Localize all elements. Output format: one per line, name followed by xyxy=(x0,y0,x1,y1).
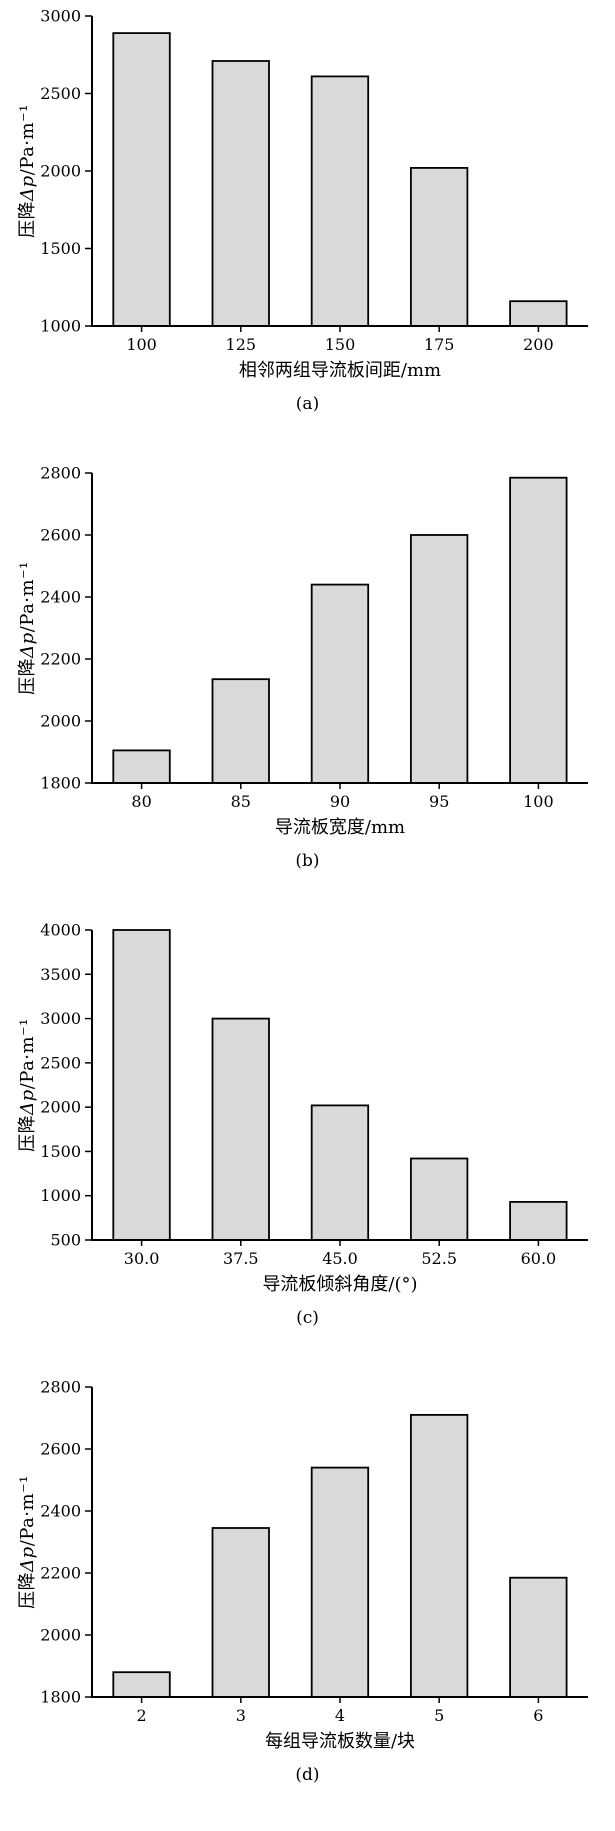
y-tick-label: 1800 xyxy=(40,1688,81,1707)
y-tick-label: 1500 xyxy=(40,239,81,258)
bar xyxy=(310,1104,370,1241)
y-axis-title: 压降Δp/Pa·m⁻¹ xyxy=(13,1475,39,1609)
bar xyxy=(211,60,270,328)
x-tick-label: 4 xyxy=(335,1706,345,1723)
y-axis-title-symbol: Δp xyxy=(17,632,38,658)
y-tick-label: 2400 xyxy=(40,588,81,607)
y-tick-label: 1000 xyxy=(40,317,81,336)
y-axis-title-symbol: Δp xyxy=(17,1089,38,1115)
y-tick-label: 1000 xyxy=(40,1186,81,1205)
x-tick-label: 200 xyxy=(523,335,554,352)
y-axis-title-symbol: Δp xyxy=(17,1546,38,1572)
x-tick-label: 100 xyxy=(523,792,554,809)
chart-panel-c: 30.0 37.5 45.0 52.5 60.0 500 1000 1500 2000 2500 3… xyxy=(0,914,615,1371)
plot-area-a: 100 125 150 175 200 1000 1500 2000 2500 3000 xyxy=(40,7,588,352)
bar xyxy=(211,1527,270,1698)
y-tick-label: 2200 xyxy=(40,1564,81,1583)
y-axis-title-text: 压降 xyxy=(17,657,38,695)
bar xyxy=(310,75,370,327)
chart-panel-a: 100 125 150 175 200 1000 1500 2000 2500 3000 压降Δp… xyxy=(0,0,615,457)
bar xyxy=(509,300,568,327)
x-tick-label: 150 xyxy=(325,335,356,352)
y-tick-label: 2000 xyxy=(40,1098,81,1117)
x-tick-label: 90 xyxy=(330,792,350,809)
panel-label-b: (b) xyxy=(295,851,320,871)
bar xyxy=(211,1017,270,1241)
x-tick-label: 100 xyxy=(126,335,157,352)
y-axis-title-text: 压降 xyxy=(17,1571,38,1609)
bar xyxy=(112,749,171,784)
y-tick-label: 2500 xyxy=(40,1053,81,1072)
y-tick-label: 2800 xyxy=(40,1378,81,1397)
x-axis-title: 导流板倾斜角度/(°) xyxy=(262,1274,418,1295)
chart-panel-b: 80 85 90 95 100 1800 2000 2200 2400 2600 2800 压降Δp… xyxy=(0,457,615,914)
x-axis-title: 每组导流板数量/块 xyxy=(264,1731,416,1752)
bar xyxy=(310,1466,370,1698)
y-tick-label: 3000 xyxy=(40,1009,81,1028)
y-axis-title: 压降Δp/Pa·m⁻¹ xyxy=(13,561,39,695)
x-tick-label: 52.5 xyxy=(421,1249,457,1266)
x-tick-label: 30.0 xyxy=(124,1249,160,1266)
bar xyxy=(409,1414,469,1698)
y-tick-label: 2400 xyxy=(40,1502,81,1521)
panel-label-d: (d) xyxy=(295,1765,320,1785)
plot-area-c: 30.0 37.5 45.0 52.5 60.0 500 1000 1500 2000 2500 3… xyxy=(40,921,588,1266)
y-axis-title-text: 压降 xyxy=(17,1114,38,1152)
x-tick-label: 60.0 xyxy=(521,1249,557,1266)
x-tick-label: 6 xyxy=(533,1706,543,1723)
y-tick-label: 4000 xyxy=(40,921,81,940)
bar xyxy=(211,678,270,784)
y-axis-title-symbol: Δp xyxy=(17,175,38,201)
x-tick-label: 175 xyxy=(424,335,455,352)
bar xyxy=(509,1200,568,1241)
x-tick-label: 85 xyxy=(231,792,251,809)
y-axis-title-text: 压降 xyxy=(17,200,38,238)
y-tick-label: 2600 xyxy=(40,1440,81,1459)
y-tick-label: 500 xyxy=(50,1231,81,1250)
x-axis-title: 导流板宽度/mm xyxy=(274,817,406,838)
bar xyxy=(112,32,171,327)
x-tick-label: 45.0 xyxy=(322,1249,358,1266)
x-tick-label: 80 xyxy=(131,792,151,809)
y-axis-title-units: /Pa·m⁻¹ xyxy=(17,104,38,176)
y-tick-label: 3500 xyxy=(40,965,81,984)
x-tick-label: 95 xyxy=(429,792,449,809)
y-tick-label: 2800 xyxy=(40,464,81,483)
x-tick-label: 5 xyxy=(434,1706,444,1723)
y-tick-label: 3000 xyxy=(40,7,81,26)
plot-area-d: 2 3 4 5 6 1800 2000 2200 2400 2600 2800 xyxy=(40,1378,588,1723)
y-tick-label: 2600 xyxy=(40,526,81,545)
y-tick-label: 1500 xyxy=(40,1142,81,1161)
bar xyxy=(409,1157,469,1241)
bar xyxy=(509,1576,568,1698)
x-tick-label: 125 xyxy=(226,335,257,352)
y-tick-label: 2000 xyxy=(40,712,81,731)
y-axis-title-units: /Pa·m⁻¹ xyxy=(17,561,38,633)
bar xyxy=(409,166,469,327)
bar xyxy=(112,929,171,1241)
y-axis-title-units: /Pa·m⁻¹ xyxy=(17,1475,38,1547)
bar xyxy=(509,476,568,784)
bar xyxy=(409,534,469,784)
panel-label-c: (c) xyxy=(296,1308,319,1328)
bar xyxy=(112,1671,171,1698)
x-tick-label: 3 xyxy=(236,1706,246,1723)
y-tick-label: 2000 xyxy=(40,1626,81,1645)
y-tick-label: 2200 xyxy=(40,650,81,669)
y-tick-label: 2500 xyxy=(40,84,81,103)
bar xyxy=(310,583,370,784)
y-axis-title: 压降Δp/Pa·m⁻¹ xyxy=(13,104,39,238)
panel-label-a: (a) xyxy=(295,394,320,414)
y-tick-label: 2000 xyxy=(40,162,81,181)
y-axis-title-units: /Pa·m⁻¹ xyxy=(17,1018,38,1090)
y-axis-title: 压降Δp/Pa·m⁻¹ xyxy=(13,1018,39,1152)
y-tick-label: 1800 xyxy=(40,774,81,793)
x-tick-label: 37.5 xyxy=(223,1249,259,1266)
chart-panel-d: 2 3 4 5 6 1800 2000 2200 2400 2600 2800 压降Δp/Pa·m⁻… xyxy=(0,1371,615,1828)
x-axis-title: 相邻两组导流板间距/mm xyxy=(238,360,442,381)
x-tick-label: 2 xyxy=(137,1706,147,1723)
plot-area-b: 80 85 90 95 100 1800 2000 2200 2400 2600 2800 xyxy=(40,464,588,809)
